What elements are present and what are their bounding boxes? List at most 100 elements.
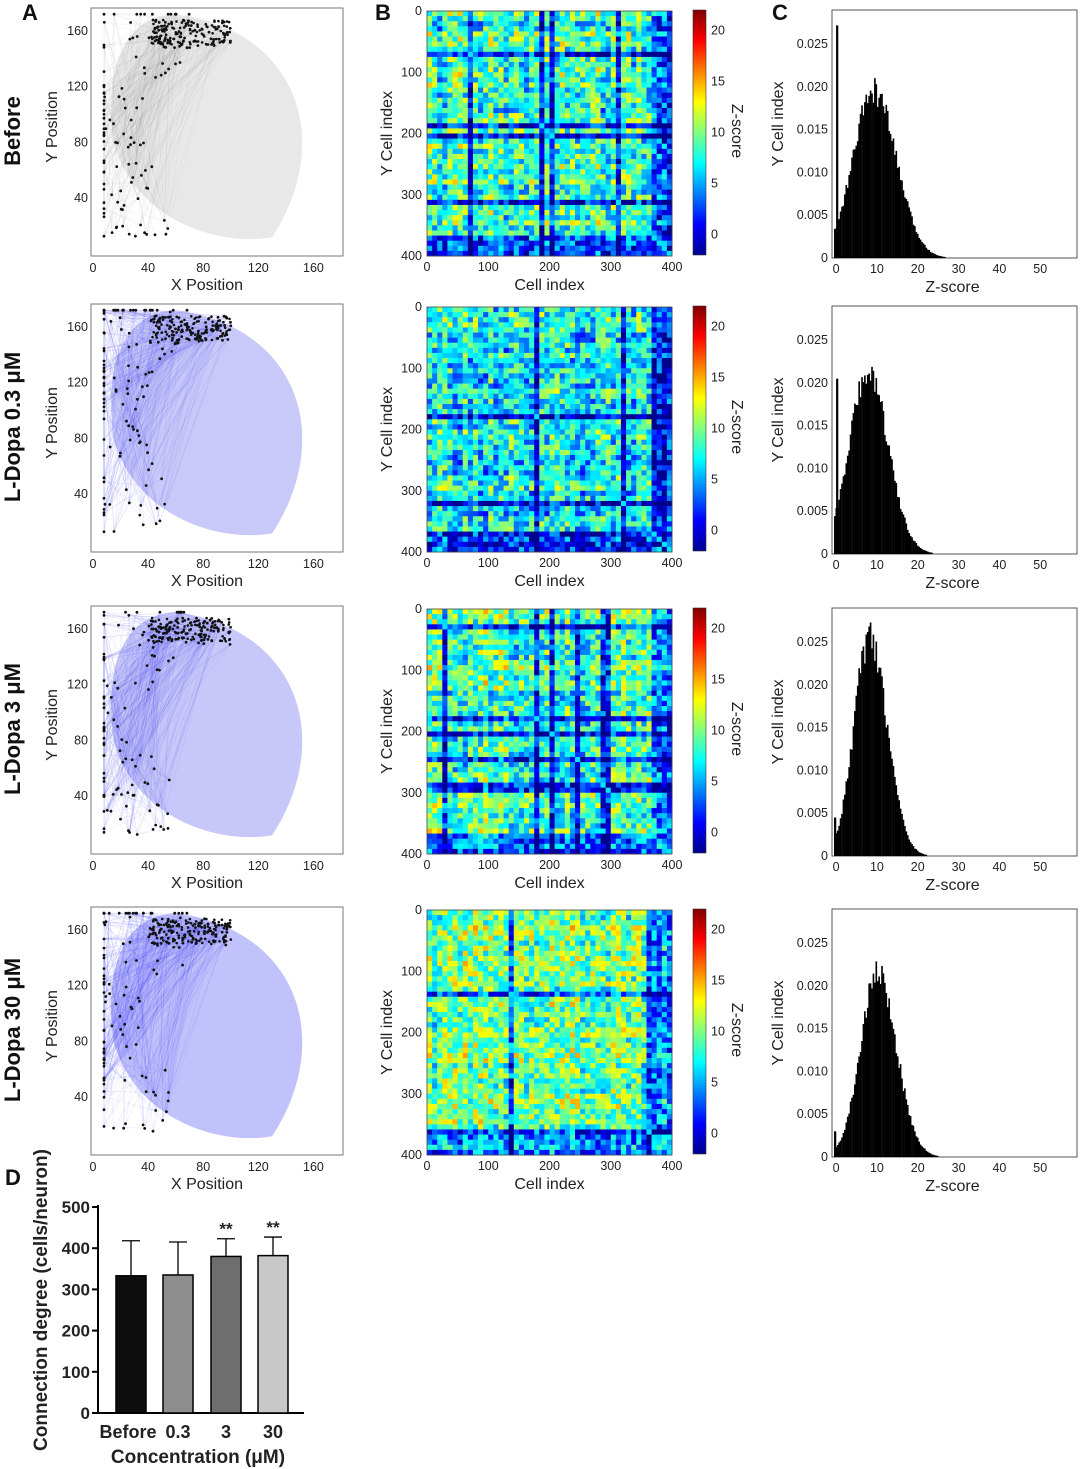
neuron-dot: [136, 429, 139, 433]
heatmap-cell: [549, 174, 555, 180]
heatmap-cell: [585, 159, 591, 165]
heatmap-cell: [646, 373, 652, 379]
heatmap-cell: [641, 87, 647, 94]
heatmap-cell: [488, 26, 494, 32]
heatmap-cell: [666, 358, 673, 364]
heatmap-cell: [432, 62, 438, 68]
heatmap-cell: [641, 123, 647, 129]
heatmap-cell: [498, 87, 504, 94]
heatmap-cell: [559, 138, 566, 145]
heatmap-cell: [513, 164, 520, 170]
heatmap-cell: [585, 138, 591, 145]
heatmap-cell: [549, 220, 555, 226]
heatmap-cell: [457, 72, 464, 78]
heatmap-cell: [529, 409, 535, 415]
heatmap-cell: [610, 204, 617, 211]
heatmap-cell: [626, 199, 632, 206]
heatmap-cell: [631, 113, 637, 119]
neuron-dot: [102, 112, 106, 116]
heatmap-cell: [488, 153, 494, 160]
connection-line: [103, 92, 118, 167]
heatmap-cell: [631, 199, 637, 206]
heatmap-cell: [620, 332, 627, 339]
neuron-dot: [216, 326, 220, 330]
neuron-dot: [189, 32, 192, 35]
heatmap-cell: [472, 97, 479, 104]
connection-line: [175, 46, 180, 64]
heatmap-cell: [442, 36, 448, 43]
heatmap-cell: [575, 102, 581, 109]
heatmap-cell: [523, 36, 530, 43]
heatmap-cell: [559, 107, 566, 114]
heatmap-cell: [580, 174, 586, 180]
heatmap-cell: [615, 220, 622, 226]
heatmap-cell: [523, 179, 530, 185]
heatmap-cell: [508, 230, 515, 236]
heatmap-cell: [656, 210, 663, 216]
heatmap-cell: [483, 123, 489, 129]
heatmap-cell: [462, 97, 469, 104]
heatmap-cell: [467, 368, 474, 374]
heatmap-cell: [600, 393, 607, 400]
heatmap-cell: [462, 409, 469, 415]
heatmap-cell: [488, 21, 494, 27]
heatmap-cell: [605, 169, 612, 175]
heatmap-cell: [539, 368, 545, 374]
heatmap-cell: [590, 240, 596, 247]
neuron-dot: [160, 323, 163, 326]
heatmap-cell: [437, 41, 443, 48]
heatmap-cell: [518, 388, 525, 395]
heatmap-cell: [636, 342, 642, 349]
connection-line: [103, 110, 118, 228]
heatmap-cell: [656, 388, 663, 395]
heatmap-cell: [661, 174, 668, 180]
connection-line: [103, 133, 124, 162]
heatmap-cell: [559, 26, 566, 32]
heatmap-cell: [666, 41, 673, 48]
heatmap-cell: [631, 128, 637, 134]
heatmap-cell: [529, 337, 535, 344]
heatmap-cell: [656, 97, 663, 104]
heatmap-cell: [498, 378, 504, 384]
heatmap-cell: [631, 184, 637, 191]
heatmap-cell: [661, 26, 668, 32]
neuron-dot: [196, 44, 200, 47]
heatmap-cell: [523, 51, 530, 58]
heatmap-cell: [656, 123, 663, 129]
heatmap-cell: [478, 31, 484, 37]
heatmap-cell: [478, 169, 484, 175]
heatmap-cell: [529, 36, 535, 43]
heatmap-cell: [656, 133, 663, 139]
heatmap-cell: [569, 164, 576, 170]
heatmap-cell: [442, 332, 448, 339]
heatmap-cell: [488, 72, 494, 78]
network-frame: [90, 7, 344, 257]
heatmap-cell: [646, 378, 652, 384]
heatmap-cell: [585, 327, 591, 333]
heatmap-cell: [620, 307, 627, 313]
heatmap-cell: [427, 388, 433, 395]
heatmap-cell: [615, 102, 622, 109]
heatmap-cell: [437, 138, 443, 145]
heatmap-cell: [605, 215, 612, 221]
heatmap-cell: [472, 189, 479, 196]
heatmap-cell: [539, 82, 545, 88]
heatmap-cell: [508, 189, 515, 196]
heatmap-cell: [605, 317, 612, 323]
heatmap-cell: [432, 113, 438, 119]
heatmap-cell: [432, 363, 438, 369]
heatmap-cell: [503, 189, 510, 196]
y-tick-label: 0.025: [797, 37, 828, 51]
heatmap-cell: [483, 363, 489, 369]
heatmap-cell: [437, 107, 443, 114]
neuron-dot: [141, 523, 145, 527]
heatmap-cell: [580, 235, 586, 242]
heatmap-cell: [641, 403, 647, 410]
heatmap-cell: [631, 138, 637, 145]
heatmap-cell: [523, 194, 530, 201]
heatmap-cell: [626, 363, 632, 369]
heatmap-cell: [661, 102, 668, 109]
heatmap-cell: [600, 327, 607, 333]
neuron-dot: [132, 141, 136, 145]
heatmap-cell: [518, 210, 525, 216]
